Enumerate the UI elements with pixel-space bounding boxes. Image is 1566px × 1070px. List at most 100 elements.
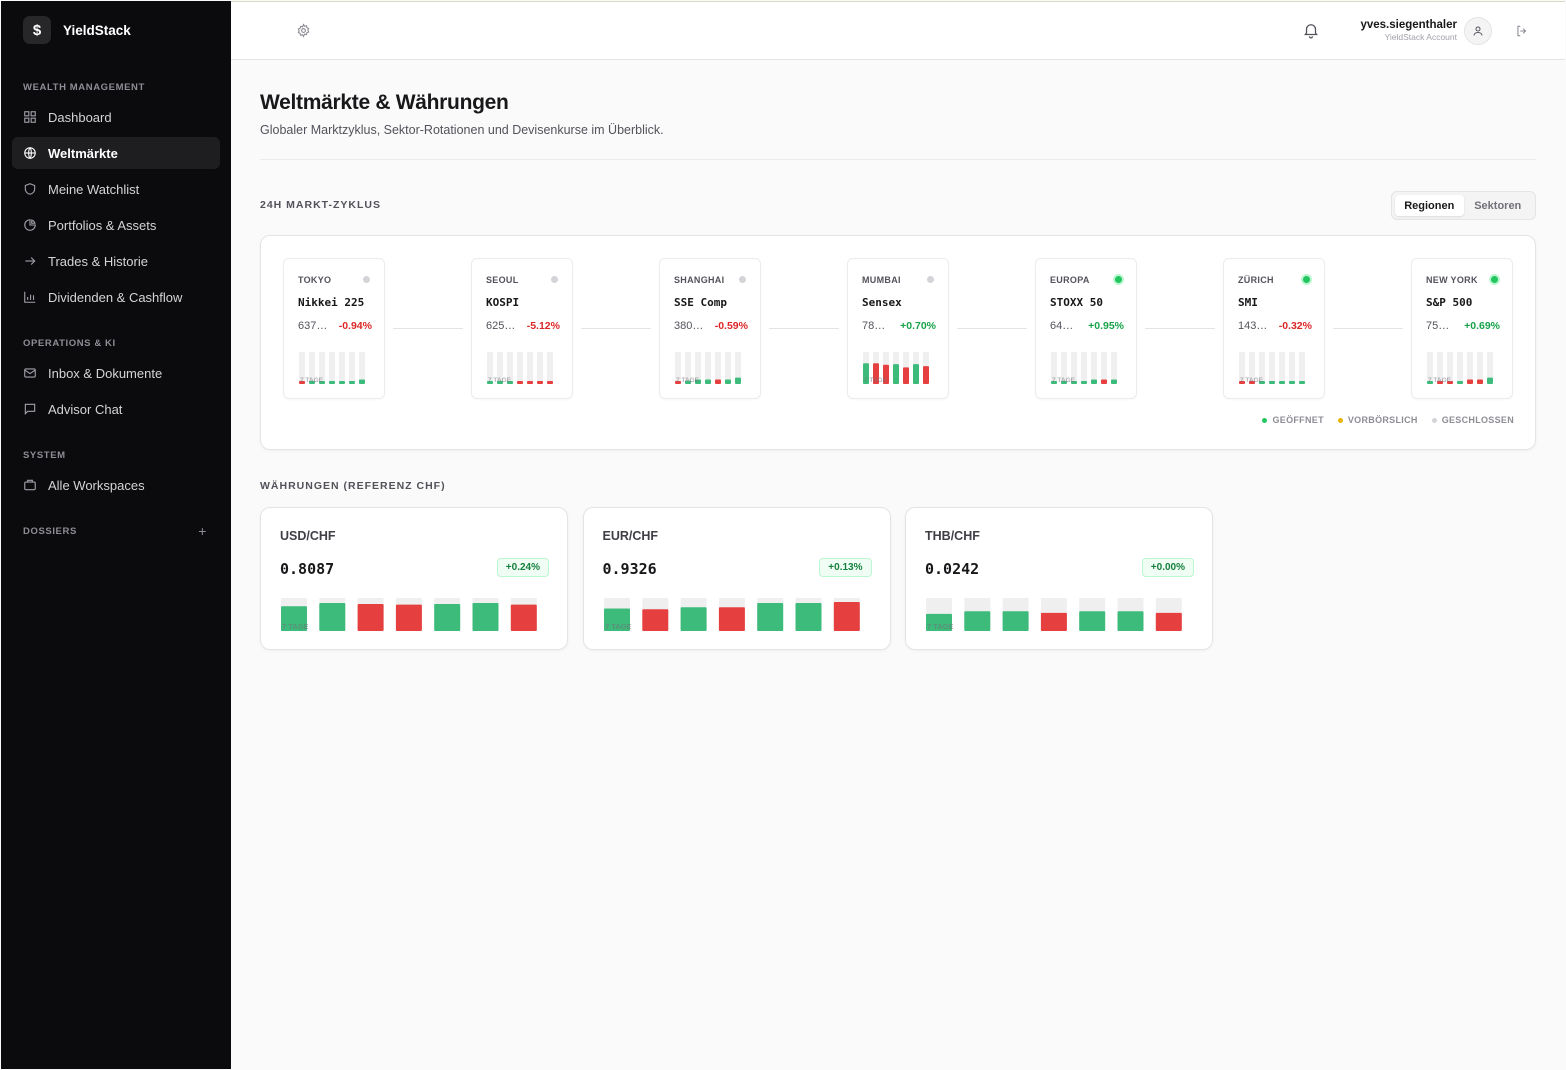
bar-track — [1487, 352, 1493, 384]
day-bar — [1269, 381, 1275, 384]
bar-track — [1081, 352, 1087, 384]
day-bar — [1061, 381, 1067, 384]
brand[interactable]: $ YieldStack — [1, 1, 231, 59]
market-7day-bars: 7 TAGE — [299, 352, 365, 384]
sidebar-item-meine-watchlist[interactable]: Meine Watchlist — [12, 173, 220, 205]
market-index-name: KOSPI — [486, 296, 520, 309]
nav-section-title: OPERATIONS & KI — [1, 335, 231, 351]
day-bar — [795, 602, 821, 631]
bar-track — [487, 352, 493, 384]
bar-track — [349, 352, 355, 384]
market-city: SHANGHAI — [674, 275, 725, 285]
bar-track — [309, 352, 315, 384]
day-bar — [395, 604, 422, 631]
legend-item: GESCHLOSSEN — [1431, 415, 1514, 425]
day-bar — [309, 381, 315, 384]
bar-track — [1447, 352, 1453, 384]
bars-period-label: 7 TAGE — [864, 377, 888, 384]
sidebar-item-alle-workspaces[interactable]: Alle Workspaces — [12, 469, 220, 501]
market-index-name: Sensex — [862, 296, 902, 309]
gear-icon[interactable] — [296, 23, 311, 38]
market-change: -0.32% — [1278, 320, 1312, 332]
sidebar-item-dashboard[interactable]: Dashboard — [12, 101, 220, 133]
fx-pair-name: EUR/CHF — [602, 529, 659, 543]
logout-icon[interactable] — [1515, 24, 1529, 38]
bar-track — [1259, 352, 1265, 384]
day-bar — [1447, 381, 1453, 384]
market-status-dot — [551, 276, 558, 283]
day-bar — [1117, 611, 1144, 631]
day-bar — [1299, 381, 1305, 384]
market-status-dot — [1303, 276, 1310, 283]
fx-card[interactable]: USD/CHF 0.8087 +0.24% 7 TAGE — [260, 507, 568, 650]
market-change: -0.59% — [714, 320, 748, 332]
sidebar-item-inbox-dokumente[interactable]: Inbox & Dokumente — [12, 357, 220, 389]
day-bar — [1279, 381, 1285, 384]
sidebar-item-label: Dividenden & Cashflow — [48, 289, 183, 305]
market-card[interactable]: EUROPA STOXX 50 64… +0.95% 7 TAGE — [1035, 258, 1137, 399]
sidebar-item-label: Trades & Historie — [48, 253, 148, 269]
bar-track — [675, 352, 681, 384]
user-info[interactable]: yves.siegenthaler YieldStack Account — [1360, 19, 1457, 42]
sidebar-item-portfolios-assets[interactable]: Portfolios & Assets — [12, 209, 220, 241]
bar-track — [507, 352, 513, 384]
sidebar-item-dividenden-cashflow[interactable]: Dividenden & Cashflow — [12, 281, 220, 313]
day-bar — [281, 606, 307, 631]
bar-track — [1071, 352, 1077, 384]
toggle-regionen[interactable]: Regionen — [1395, 195, 1464, 216]
market-card[interactable]: TOKYO Nikkei 225 637… -0.94% 7 TAGE — [283, 258, 385, 399]
day-bar — [319, 381, 325, 384]
bar-track — [497, 352, 503, 384]
bar-track — [527, 352, 533, 384]
bars-period-label: 7 TAGE — [676, 377, 700, 384]
market-7day-bars: 7 TAGE — [1427, 352, 1493, 384]
market-7day-bars: 7 TAGE — [1239, 352, 1305, 384]
market-index-name: SSE Comp — [674, 296, 727, 309]
day-bar — [873, 363, 879, 384]
market-card[interactable]: MUMBAI Sensex 78… +0.70% 7 TAGE — [847, 258, 949, 399]
day-bar — [641, 609, 668, 631]
day-bar — [680, 607, 707, 631]
nav-section: OPERATIONS & KI Inbox & Dokumente Advisor … — [1, 335, 231, 425]
fx-rate: 0.0242 — [925, 560, 980, 578]
timeline-connector — [1333, 328, 1403, 329]
bars-period-label: 7 TAGE — [1428, 377, 1452, 384]
market-index-name: Nikkei 225 — [298, 296, 365, 309]
market-index-value: 625… — [486, 320, 516, 332]
market-card[interactable]: SHANGHAI SSE Comp 380… -0.59% 7 TAGE — [659, 258, 761, 399]
bars-period-label: 7 TAGE — [1052, 377, 1076, 384]
add-dossier-button[interactable]: + — [198, 523, 207, 539]
market-change: +0.95% — [1088, 320, 1124, 332]
legend-label: VORBÖRSLICH — [1347, 415, 1418, 425]
bell-icon[interactable] — [1302, 21, 1320, 39]
fx-card[interactable]: THB/CHF 0.0242 +0.00% 7 TAGE — [905, 507, 1213, 650]
nav-section-title: WEALTH MANAGEMENT — [1, 79, 231, 95]
fx-card[interactable]: EUR/CHF 0.9326 +0.13% 7 TAGE — [582, 507, 891, 650]
day-bar — [497, 381, 503, 384]
day-bar — [893, 364, 899, 384]
fx-7day-bars: 7 TAGE — [603, 598, 860, 631]
fx-pair-name: THB/CHF — [925, 529, 980, 543]
nav-section-title-text: DOSSIERS — [23, 525, 77, 537]
sidebar-item-advisor-chat[interactable]: Advisor Chat — [12, 393, 220, 425]
toggle-sektoren[interactable]: Sektoren — [1474, 199, 1522, 212]
bar-track — [517, 352, 523, 384]
fx-rate: 0.8087 — [280, 560, 335, 578]
bars-period-label: 7 TAGE — [300, 377, 324, 384]
sidebar-item-label: Inbox & Dokumente — [48, 365, 163, 381]
sidebar-item-weltmärkte[interactable]: Weltmärkte — [12, 137, 220, 169]
market-change: +0.70% — [900, 320, 936, 332]
market-card[interactable]: SEOUL KOSPI 625… -5.12% 7 TAGE — [471, 258, 573, 399]
sidebar-item-trades-historie[interactable]: Trades & Historie — [12, 245, 220, 277]
day-bar — [923, 366, 929, 384]
market-card[interactable]: ZÜRICH SMI 143… -0.32% 7 TAGE — [1223, 258, 1325, 399]
market-card[interactable]: NEW YORK S&P 500 75… +0.69% 7 TAGE — [1411, 258, 1513, 399]
market-7day-bars: 7 TAGE — [863, 352, 929, 384]
market-index-value: 78… — [862, 320, 886, 332]
market-city: MUMBAI — [862, 275, 901, 285]
legend-item: GEÖFFNET — [1262, 415, 1324, 425]
avatar[interactable] — [1464, 17, 1492, 45]
legend-dot — [1337, 417, 1343, 423]
nav-section: DOSSIERS + — [1, 523, 231, 539]
day-bar — [1457, 381, 1463, 384]
